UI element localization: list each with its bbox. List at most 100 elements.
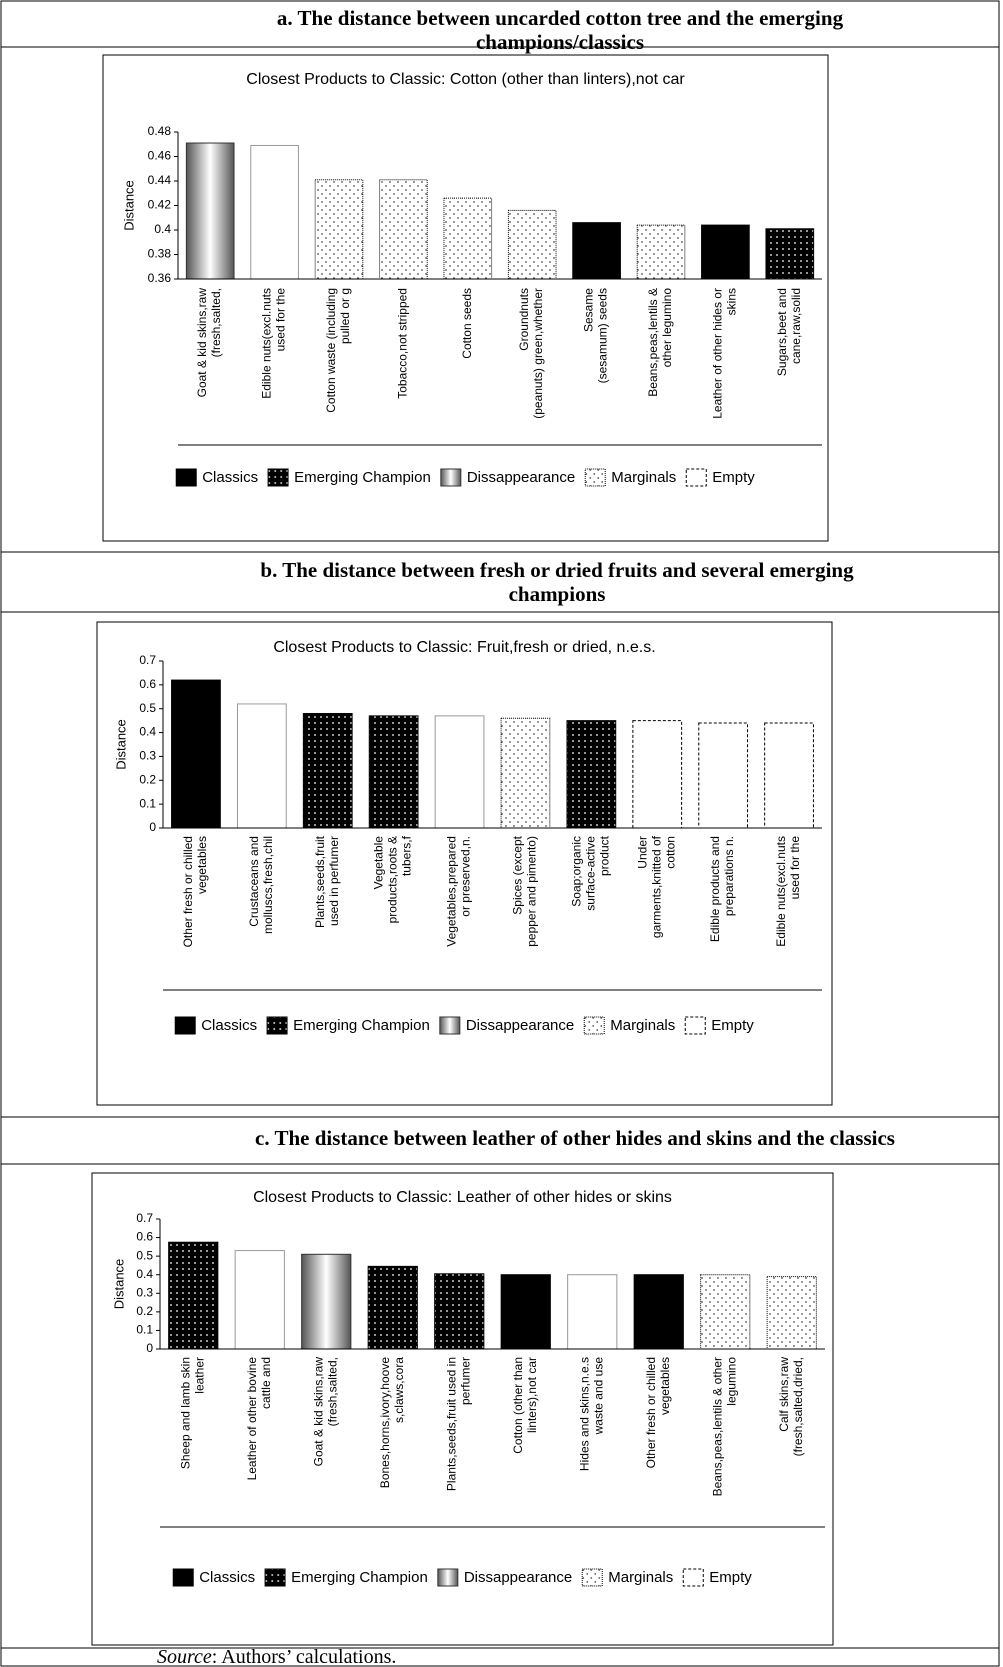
bar — [700, 1274, 751, 1350]
x-tick-label: Other fresh or chilledvegetables — [181, 836, 209, 947]
chart: Closest Products to Classic: Fruit,fresh… — [96, 621, 833, 1106]
chart: Closest Products to Classic: Cotton (oth… — [102, 54, 829, 542]
x-tick-label: Cotton seeds — [460, 288, 474, 359]
legend-label: Marginals — [610, 1017, 675, 1034]
legend-swatch — [172, 1568, 194, 1587]
y-tick-label: 0.2 — [139, 772, 156, 786]
panel-heading: b. The distance between fresh or dried f… — [260, 558, 854, 606]
bar — [500, 717, 551, 829]
bar — [766, 1276, 817, 1350]
bar — [171, 679, 221, 829]
legend-swatch — [175, 468, 197, 487]
legend-swatch — [583, 1016, 605, 1035]
y-tick-label: 0.44 — [148, 173, 172, 187]
x-tick-label: Plants,seeds,fruit used inperfumer — [444, 1357, 472, 1491]
x-tick-label: Cotton waste (includingpulled or g — [324, 288, 352, 413]
legend-label: Emerging Champion — [294, 469, 431, 486]
bar — [633, 1274, 684, 1350]
legend-swatch — [685, 468, 707, 487]
x-tick-label: Calf skins,raw(fresh,salted,dried, — [777, 1357, 805, 1457]
bar — [234, 1250, 285, 1350]
bar — [367, 1265, 418, 1350]
x-tick-label: Edible nuts(excl.nutsused for the — [260, 288, 288, 399]
legend-label: Empty — [712, 469, 755, 486]
x-tick-label: Other fresh or chilledvegetables — [644, 1357, 672, 1468]
bar — [185, 142, 235, 280]
legend: Classics Emerging Champion Dissappearance M… — [172, 1568, 752, 1587]
chart: Closest Products to Classic: Leather of … — [91, 1172, 834, 1646]
bar — [765, 228, 815, 280]
bar — [168, 1241, 219, 1350]
y-tick-label: 0.5 — [139, 701, 156, 715]
x-tick-label: Sesame(sesamum) seeds — [582, 288, 610, 384]
y-tick-label: 0.6 — [139, 677, 156, 691]
y-tick-label: 0.42 — [148, 198, 172, 212]
y-tick-label: 0.46 — [148, 149, 172, 163]
x-tick-label: Bones,horns,ivory,hooves,claws,cora — [378, 1357, 406, 1489]
x-tick-label: Beans,peas,lentils &other legumino — [646, 288, 674, 397]
legend-label: Emerging Champion — [293, 1017, 430, 1034]
legend-swatch — [174, 1016, 196, 1035]
bar — [443, 197, 493, 280]
bar — [500, 1274, 551, 1350]
bar — [572, 222, 621, 280]
legend-label: Empty — [711, 1017, 754, 1034]
y-tick-label: 0.7 — [139, 653, 156, 667]
bar — [379, 179, 428, 280]
x-tick-label: Leather of other bovinecattle and — [245, 1357, 273, 1481]
panel-heading: c. The distance between leather of other… — [255, 1126, 895, 1150]
x-tick-label: Leather of other hides orskins — [711, 288, 739, 419]
y-tick-label: 0.1 — [139, 796, 156, 810]
legend-swatch — [266, 1016, 288, 1035]
legend-label: Marginals — [611, 469, 676, 486]
bar — [764, 722, 814, 829]
legend-swatch — [440, 468, 462, 487]
y-axis-label: Distance — [111, 1259, 126, 1310]
x-tick-label: Goat & kid skins,raw(fresh,salted, — [311, 1357, 339, 1467]
y-axis-label: Distance — [121, 180, 136, 231]
legend-swatch — [581, 1568, 603, 1587]
legend-label: Dissappearance — [467, 469, 575, 486]
y-tick-label: 0 — [149, 820, 156, 834]
bar — [632, 720, 683, 829]
legend-swatch — [584, 468, 606, 487]
y-tick-label: 0.5 — [136, 1248, 153, 1262]
bar — [301, 1253, 352, 1350]
legend-label: Dissappearance — [464, 1569, 572, 1586]
bar — [236, 703, 287, 829]
legend-label: Emerging Champion — [291, 1569, 428, 1586]
legend-swatch — [264, 1568, 286, 1587]
x-tick-label: Edible nuts(excl.nutsused for the — [774, 836, 802, 947]
y-tick-label: 0.4 — [139, 725, 156, 739]
x-tick-label: Spices (exceptpepper and pimento) — [511, 835, 539, 946]
panel-heading: a. The distance between uncarded cotton … — [277, 6, 844, 54]
y-tick-label: 0.7 — [136, 1211, 153, 1225]
y-tick-label: 0.1 — [136, 1323, 153, 1337]
legend-swatch — [439, 1016, 461, 1035]
x-tick-label: Cotton (other thanlinters),not car — [511, 1357, 539, 1454]
y-tick-label: 0.4 — [154, 222, 171, 236]
x-tick-label: Soap;organicsurface-activeproduct — [570, 835, 612, 910]
x-tick-label: Sugars,beet andcane,raw,solid — [775, 288, 803, 376]
legend-swatch — [684, 1016, 706, 1035]
x-tick-label: Goat & kid skins,raw(fresh,salted, — [195, 288, 223, 398]
chart-frame — [102, 54, 829, 542]
legend-label: Classics — [199, 1569, 255, 1586]
bar — [567, 1274, 618, 1350]
x-tick-label: Plants,seeds,fruitused in perfumer — [313, 835, 341, 928]
y-tick-label: 0.6 — [136, 1230, 153, 1244]
x-tick-label: Beans,peas,lentils & otherlegumino — [710, 1357, 738, 1497]
y-axis-label: Distance — [113, 719, 128, 770]
chart-title: Closest Products to Classic: Leather of … — [253, 1189, 672, 1206]
chart-title: Closest Products to Classic: Fruit,fresh… — [273, 639, 655, 656]
y-tick-label: 0.3 — [136, 1285, 153, 1299]
x-tick-label: Crustaceans andmolluscs,fresh,chil — [247, 836, 275, 934]
legend-swatch — [437, 1568, 459, 1587]
y-tick-label: 0.48 — [148, 124, 172, 138]
bar — [566, 720, 617, 829]
source-label: Source — [157, 1646, 212, 1667]
legend-label: Classics — [202, 469, 258, 486]
bar — [698, 722, 749, 829]
